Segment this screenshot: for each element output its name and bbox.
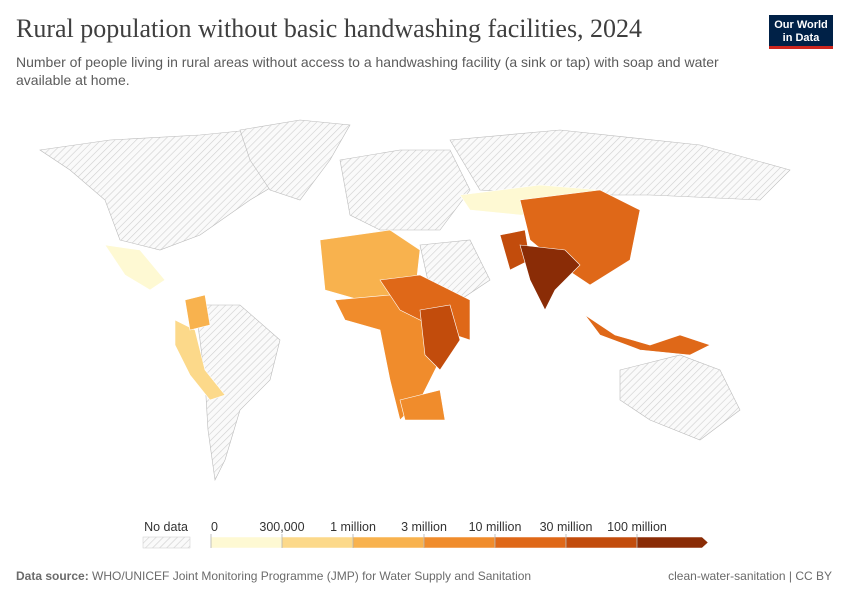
map: No data 0 300,000 1 million 3 million 10 mil… (39, 119, 791, 549)
no-data-swatch (142, 536, 191, 549)
region (519, 244, 581, 311)
footer-url[interactable]: clean-water-sanitation | CC BY (668, 569, 832, 583)
legend-bin (210, 536, 283, 549)
region (104, 244, 166, 291)
legend-bin (423, 536, 496, 549)
legend-tick-label: 1 million (330, 520, 376, 534)
no-data-region (619, 354, 741, 441)
title: Rural population without basic handwashi… (16, 14, 643, 43)
region (399, 389, 446, 421)
region (419, 304, 461, 371)
legend-bin (352, 536, 425, 549)
legend-bin (636, 536, 709, 549)
source-label: Data source: (16, 569, 89, 583)
legend-tick-label: 10 million (469, 520, 522, 534)
no-data-region (339, 149, 471, 231)
region (184, 294, 211, 331)
subtitle: Number of people living in rural areas w… (16, 54, 719, 88)
logo-line: Our World (774, 19, 828, 31)
legend-bin (494, 536, 567, 549)
legend-tick-label: 30 million (540, 520, 593, 534)
legend-bin (281, 536, 354, 549)
logo[interactable]: Our World in Data (769, 15, 833, 49)
legend-tick-label: 3 million (401, 520, 447, 534)
legend-bin (565, 536, 638, 549)
footer-source: Data source: WHO/UNICEF Joint Monitoring… (16, 569, 531, 583)
legend-tick-label: 300,000 (259, 520, 304, 534)
legend-tick-label: 0 (211, 520, 218, 534)
logo-line: in Data (782, 32, 820, 44)
legend-label: No data (144, 520, 188, 534)
region (174, 319, 226, 401)
no-data-region (239, 119, 351, 201)
region (584, 314, 711, 356)
source: WHO/UNICEF Joint Monitoring Programme (J… (92, 569, 532, 583)
region (519, 189, 641, 286)
no-data-region (449, 129, 791, 201)
legend-tick-label: 100 million (607, 520, 667, 534)
